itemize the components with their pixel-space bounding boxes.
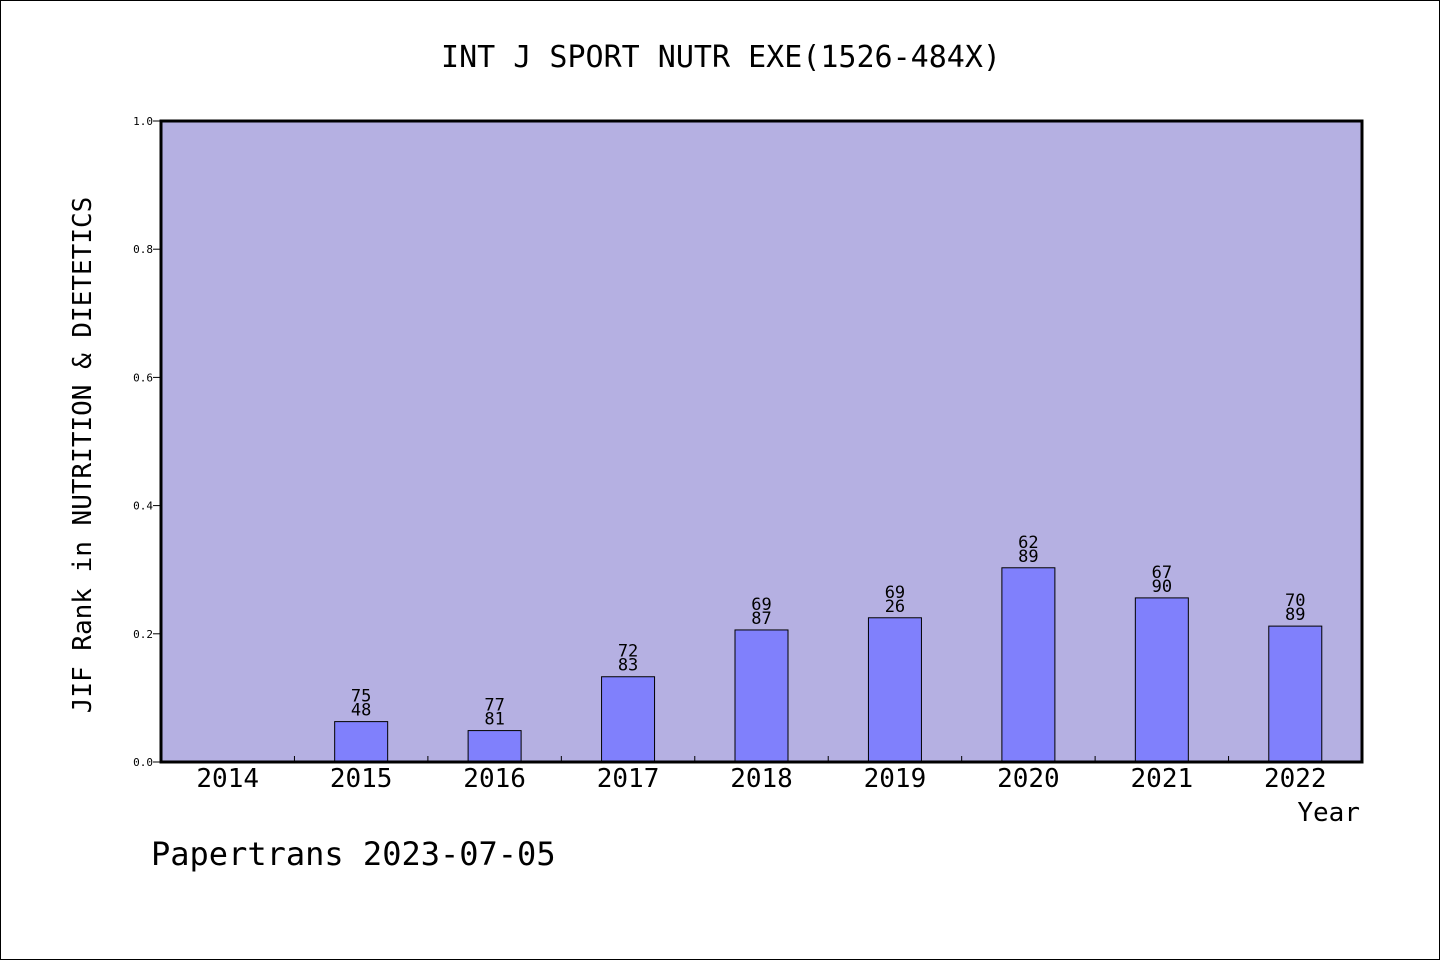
- x-tick-label: 2015: [330, 764, 393, 794]
- y-tick-label: 0.4: [133, 500, 153, 513]
- y-tick-label: 0.6: [133, 371, 153, 384]
- bar-label-rank: 72: [618, 642, 638, 662]
- y-tick-label: 0.0: [133, 756, 153, 769]
- y-tick-label: 0.2: [133, 628, 153, 641]
- bar-label-rank: 69: [751, 595, 771, 615]
- bar-label-rank: 75: [351, 687, 371, 707]
- bar-label-total: 90: [1152, 577, 1172, 597]
- bar-2021: [1134, 597, 1189, 763]
- bar-label-rank: 67: [1152, 563, 1172, 583]
- bar-2018: [734, 629, 789, 763]
- x-tick-label: 2022: [1264, 764, 1327, 794]
- x-tick-label: 2020: [997, 764, 1060, 794]
- x-tick-label: 2014: [196, 764, 259, 794]
- chart-title: INT J SPORT NUTR EXE(1526-484X): [441, 40, 1001, 75]
- bar-label-rank: 62: [1018, 533, 1038, 553]
- bar-2022: [1268, 625, 1323, 763]
- footer-source-date: Papertrans 2023-07-05: [151, 835, 556, 873]
- x-tick-label: 2021: [1131, 764, 1194, 794]
- bar-label-total: 48: [351, 701, 371, 721]
- bar-2017: [601, 676, 656, 763]
- bar-label-rank: 70: [1285, 591, 1305, 611]
- bar-label-total: 81: [484, 710, 504, 730]
- bar-label-total: 89: [1285, 605, 1305, 625]
- bar-2019: [867, 617, 922, 763]
- plot-border: [159, 119, 1364, 764]
- y-axis: 0.0 0.2 0.4 0.6 0.8 1.0: [133, 115, 161, 769]
- y-axis-label: JIF Rank in NUTRITION & DIETETICS: [68, 197, 98, 714]
- x-tick-label: 2016: [463, 764, 526, 794]
- bar-2016: [467, 730, 522, 763]
- bar-2015: [334, 721, 389, 763]
- x-tick-label: 2018: [730, 764, 793, 794]
- bar-label-total: 89: [1018, 547, 1038, 567]
- x-axis-label: Year: [1297, 798, 1360, 828]
- y-tick-label: 0.8: [133, 243, 153, 256]
- x-tick-label: 2017: [597, 764, 660, 794]
- bar-label-total: 26: [885, 597, 905, 617]
- bar-2020: [1001, 567, 1056, 763]
- x-tick-label: 2019: [864, 764, 927, 794]
- bar-label-rank: 69: [885, 583, 905, 603]
- bar-label-total: 83: [618, 656, 638, 676]
- y-tick-label: 1.0: [133, 115, 153, 128]
- bar-label-total: 87: [751, 609, 771, 629]
- x-axis: 2014 2015 2016 2017 2018 2019 2020 2021 2022: [196, 756, 1327, 794]
- bar-label-rank: 77: [484, 696, 504, 716]
